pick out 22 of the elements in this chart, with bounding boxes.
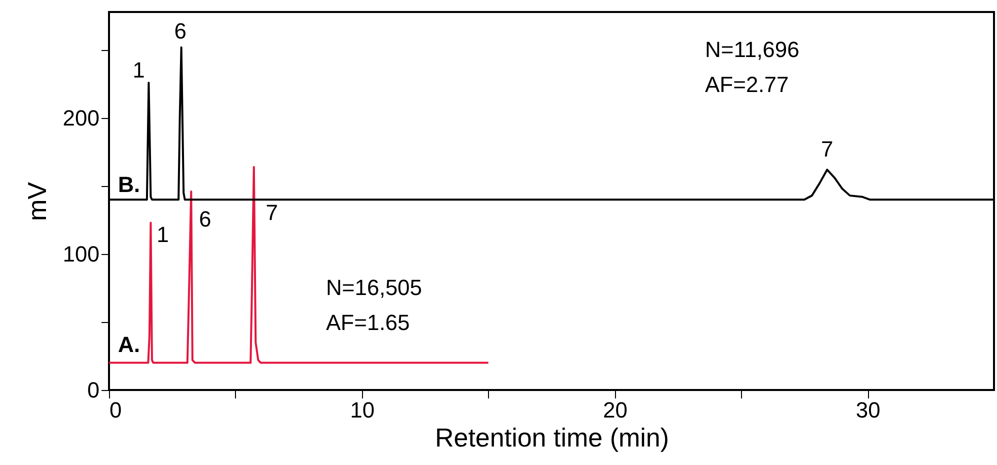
annotation: 7	[266, 200, 278, 226]
y-axis-title: mV	[22, 181, 52, 221]
x-tick-label: 20	[602, 398, 628, 422]
annotation: 6	[199, 206, 212, 232]
annotation: 7	[820, 136, 834, 162]
annotation: N=16,505	[326, 275, 422, 300]
annotation: AF=2.77	[705, 72, 789, 97]
x-tick-label: 30	[856, 398, 880, 422]
annotation: N=11,696	[705, 37, 800, 62]
annotation: 6	[174, 18, 186, 44]
annotation: AF=1.65	[326, 310, 410, 335]
x-tick-label: 10	[350, 398, 375, 422]
line-series	[108, 166, 490, 364]
annotation: A.	[118, 332, 140, 357]
y-tick-label: 0	[87, 378, 100, 402]
annotation: B.	[118, 172, 140, 197]
annotation: 1	[132, 58, 145, 83]
y-tick-label: 100	[62, 242, 100, 267]
y-tick-label: 200	[62, 106, 100, 131]
annotation: 1	[156, 222, 169, 247]
x-axis-title: Retention time (min)	[434, 422, 670, 452]
x-tick-label: 0	[110, 398, 122, 422]
